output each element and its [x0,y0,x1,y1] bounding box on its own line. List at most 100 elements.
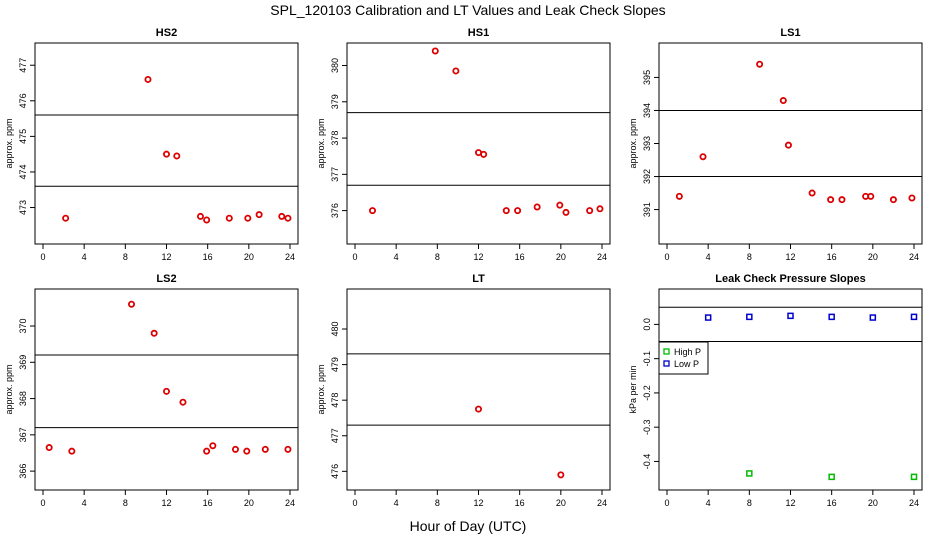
x-tick-label: 20 [244,252,254,262]
data-point [746,470,753,477]
x-tick-label: 8 [435,252,440,262]
data-point [827,196,835,204]
y-tick-label: -0.2 [642,385,652,401]
x-tick-label: 16 [827,252,837,262]
y-tick-label: 475 [18,129,28,144]
data-point [284,214,292,222]
panel-title: Leak Check Pressure Slopes [715,273,865,285]
y-tick-label: 378 [330,131,340,146]
data-point [431,47,439,55]
data-point [514,207,522,215]
panel-title: LS1 [780,27,800,39]
data-point [756,60,764,68]
x-tick-label: 24 [597,252,607,262]
y-tick-label: 0.0 [642,318,652,331]
x-tick-label: 20 [868,252,878,262]
x-tick-label: 8 [747,498,752,508]
y-tick-label: 393 [642,136,652,151]
plot-frame [658,288,923,491]
data-point [203,447,211,455]
x-tick-label: 4 [706,252,711,262]
y-tick-label: 369 [18,355,28,370]
data-point [908,194,916,202]
x-tick-label: 24 [285,498,295,508]
y-tick-label: -0.4 [642,454,652,470]
y-axis-label: approx. ppm [4,364,14,414]
y-tick-label: 379 [330,94,340,109]
data-point [162,387,170,395]
data-point [244,214,252,222]
data-point [869,314,877,321]
x-tick-label: 12 [785,252,795,262]
x-tick-label: 16 [203,498,213,508]
data-point [196,212,204,220]
x-tick-label: 12 [473,498,483,508]
y-tick-label: 477 [18,58,28,73]
x-tick-label: 16 [515,252,525,262]
x-tick-label: 8 [435,498,440,508]
data-point [45,444,53,452]
x-tick-label: 0 [40,252,45,262]
y-tick-label: -0.3 [642,419,652,435]
legend-label: High P [674,347,701,357]
main-title: SPL_120103 Calibration and LT Values and… [270,2,666,18]
y-tick-label: 479 [330,357,340,372]
panel-title: LS2 [156,273,176,285]
data-point [68,447,76,455]
x-tick-label: 24 [909,498,919,508]
x-tick-label: 4 [82,252,87,262]
y-axis-label: approx. ppm [628,118,638,168]
y-tick-label: 477 [330,428,340,443]
panel-5: LT 0 4 8 12 16 20 24 476 477 478 479 480 approx. ppm [316,273,611,508]
y-tick-label: 370 [18,319,28,334]
data-point [368,207,376,215]
y-tick-label: 476 [18,93,28,108]
data-point [502,207,510,215]
data-point [452,67,460,75]
data-point [284,445,292,453]
data-point [746,313,753,321]
data-point [596,205,604,213]
x-tick-label: 8 [123,498,128,508]
data-point [533,203,541,211]
x-tick-label: 24 [597,498,607,508]
x-tick-label: 8 [123,252,128,262]
panel-1: HS2 0 4 8 12 16 20 24 473 474 475 476 477 approx. ppm [4,27,299,262]
x-tick-label: 4 [394,498,399,508]
data-point [261,445,269,453]
x-tick-label: 4 [394,252,399,262]
y-tick-label: 391 [642,202,652,217]
x-tick-label: 12 [161,498,171,508]
data-point [243,447,251,455]
y-tick-label: 473 [18,200,28,215]
data-point [704,314,712,321]
data-point [474,405,482,413]
x-tick-label: 4 [82,498,87,508]
y-axis-label: approx. ppm [316,118,326,168]
data-point [231,445,239,453]
x-tick-label: 12 [161,252,171,262]
data-point [675,192,683,200]
data-point [889,196,897,204]
y-tick-label: 480 [330,322,340,337]
data-point [278,212,286,220]
plot-frame [34,42,299,245]
data-point [255,211,263,219]
y-axis-label: kPa per min [628,365,638,413]
data-point [910,473,918,481]
panel-3: LS1 0 4 8 12 16 20 24 391 392 393 394 395 approx. ppm [628,27,923,262]
y-tick-label: -0.1 [642,351,652,367]
data-point [562,208,570,216]
y-tick-label: 380 [330,58,340,73]
y-tick-label: 392 [642,169,652,184]
y-tick-label: 476 [330,464,340,479]
y-tick-label: 366 [18,464,28,479]
x-tick-label: 4 [706,498,711,508]
plot-frame [346,288,611,491]
data-point [828,473,835,481]
y-tick-label: 478 [330,393,340,408]
data-point [480,150,488,158]
data-point [557,471,565,479]
data-point [808,189,816,197]
